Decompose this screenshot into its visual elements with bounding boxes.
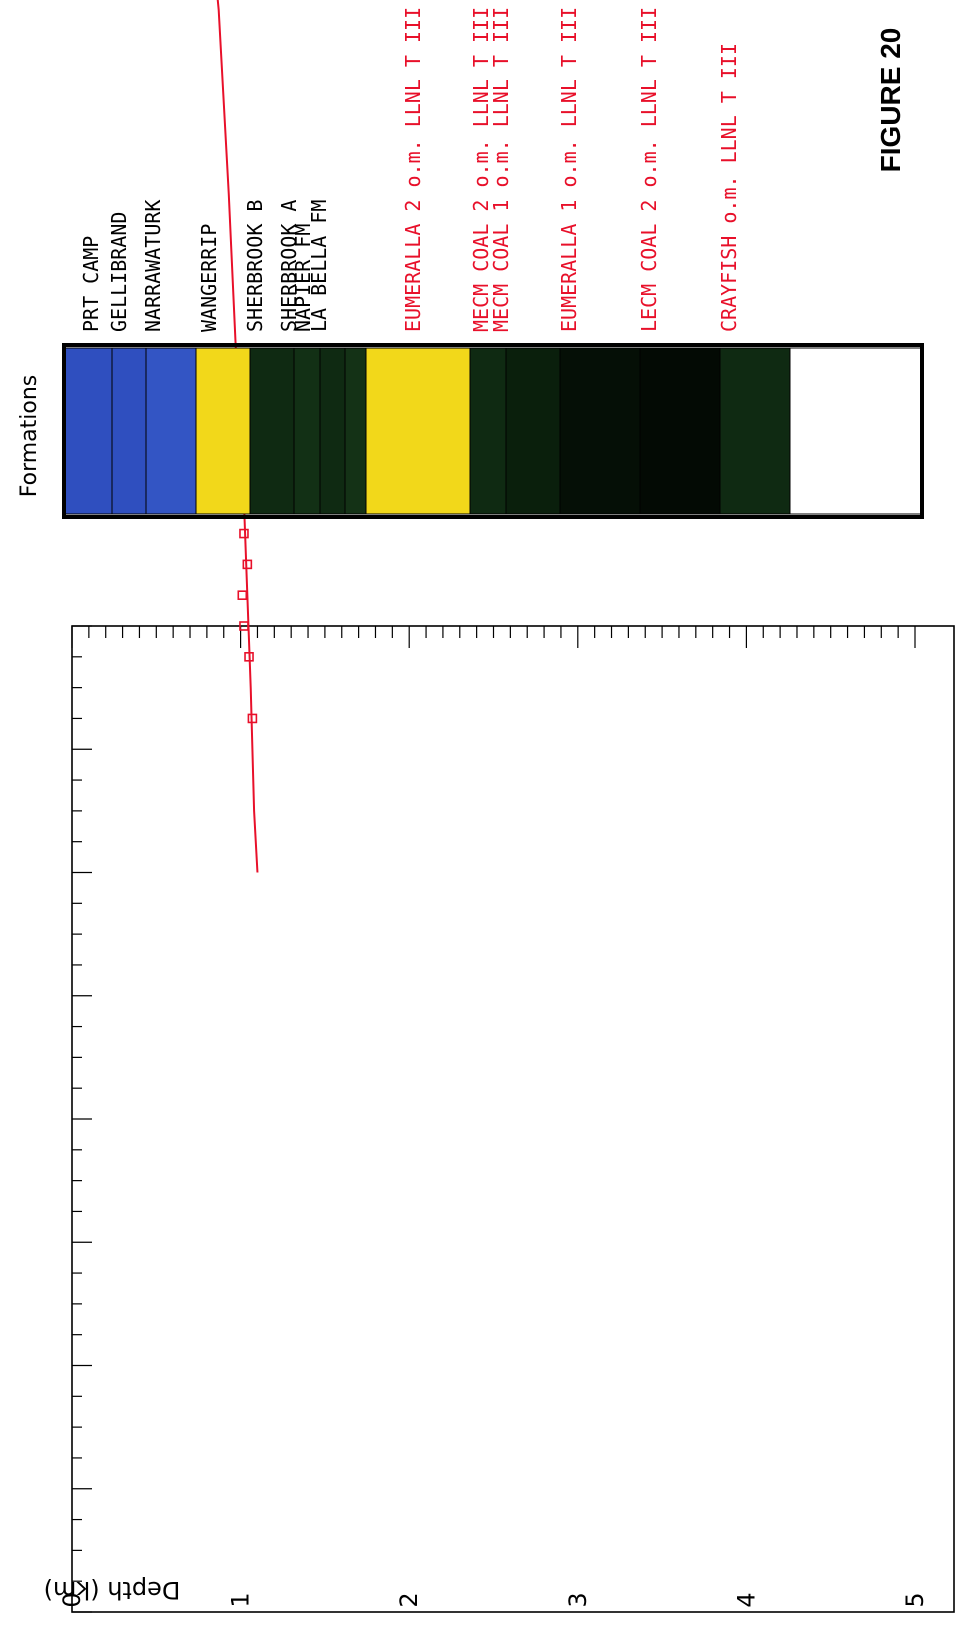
- formation-band: [789, 347, 923, 515]
- formation-label: GELLIBRAND: [107, 212, 131, 332]
- formation-frame: [62, 343, 924, 519]
- formation-label: LECM COAL 2 o.m. LLNL T III: [637, 7, 661, 332]
- sample-marker: [247, 713, 258, 724]
- formation-band: [559, 347, 641, 515]
- depth-tick-label: 2: [395, 1592, 423, 1607]
- formation-label: MECM COAL 1 o.m. LLNL T III: [489, 7, 513, 332]
- formations-column: Formations PRT CAMP GELLIBRAND NARRAWATURK…: [17, 7, 924, 519]
- formation-band: [719, 347, 791, 515]
- sample-marker: [239, 528, 249, 539]
- formation-label: SHERBROOK B: [243, 200, 267, 332]
- depth-axis-ticks: [71, 626, 916, 648]
- sample-marker: [237, 590, 248, 600]
- depth-tick-label: 4: [732, 1592, 760, 1607]
- formation-band: [111, 347, 147, 515]
- formations-title: Formations: [17, 375, 42, 498]
- top-axis-ticks: [72, 625, 92, 1613]
- formation-band: [344, 347, 367, 515]
- depth-tick-labels: 0 1 2 3 4 5: [58, 1592, 929, 1607]
- formation-label: MECM COAL 2 o.m. LLNL T III: [469, 7, 493, 332]
- formation-label: NARRAWATURK: [141, 200, 165, 332]
- formation-band: [365, 347, 471, 515]
- sample-marker: [242, 559, 253, 570]
- depth-tick-label: 5: [901, 1592, 929, 1607]
- formation-label: EUMERALLA 1 o.m. LLNL T III: [557, 7, 581, 332]
- depth-tick-label: 0: [58, 1592, 86, 1607]
- formation-label: EUMERALLA 2 o.m. LLNL T III: [401, 7, 425, 332]
- formation-band: [293, 347, 321, 515]
- formation-label: WANGERRIP: [197, 224, 221, 332]
- formation-band: [639, 347, 721, 515]
- depth-plot: 0 1 2 3 4 5 Depth (km): [44, 0, 955, 1613]
- formation-label: PRT CAMP: [79, 236, 103, 332]
- formation-band: [63, 347, 113, 515]
- depth-axis-label: Depth (km): [44, 1576, 181, 1604]
- formation-band: [249, 347, 295, 515]
- formation-bars: [63, 347, 923, 515]
- formation-band: [195, 347, 251, 515]
- sample-marker: [239, 621, 249, 631]
- formation-labels: PRT CAMP GELLIBRAND NARRAWATURK WANGERRIP SH…: [79, 7, 741, 332]
- depth-tick-label: 3: [564, 1592, 592, 1607]
- plot-frame: [71, 625, 955, 1613]
- formation-band: [505, 347, 561, 515]
- formation-band: [469, 347, 507, 515]
- formation-label: NAPIER FM: [291, 224, 315, 332]
- series-layer: [216, 0, 259, 873]
- formation-band: [145, 347, 197, 515]
- depth-tick-label: 1: [227, 1592, 255, 1607]
- sample-marker: [244, 652, 254, 662]
- formation-label: SHERBROOK A: [277, 200, 301, 332]
- figure-label: FIGURE 20: [875, 28, 906, 173]
- formation-label: LA BELLA FM: [307, 200, 331, 332]
- formation-label: CRAYFISH o.m. LLNL T III: [717, 43, 741, 332]
- formation-band: [319, 347, 346, 515]
